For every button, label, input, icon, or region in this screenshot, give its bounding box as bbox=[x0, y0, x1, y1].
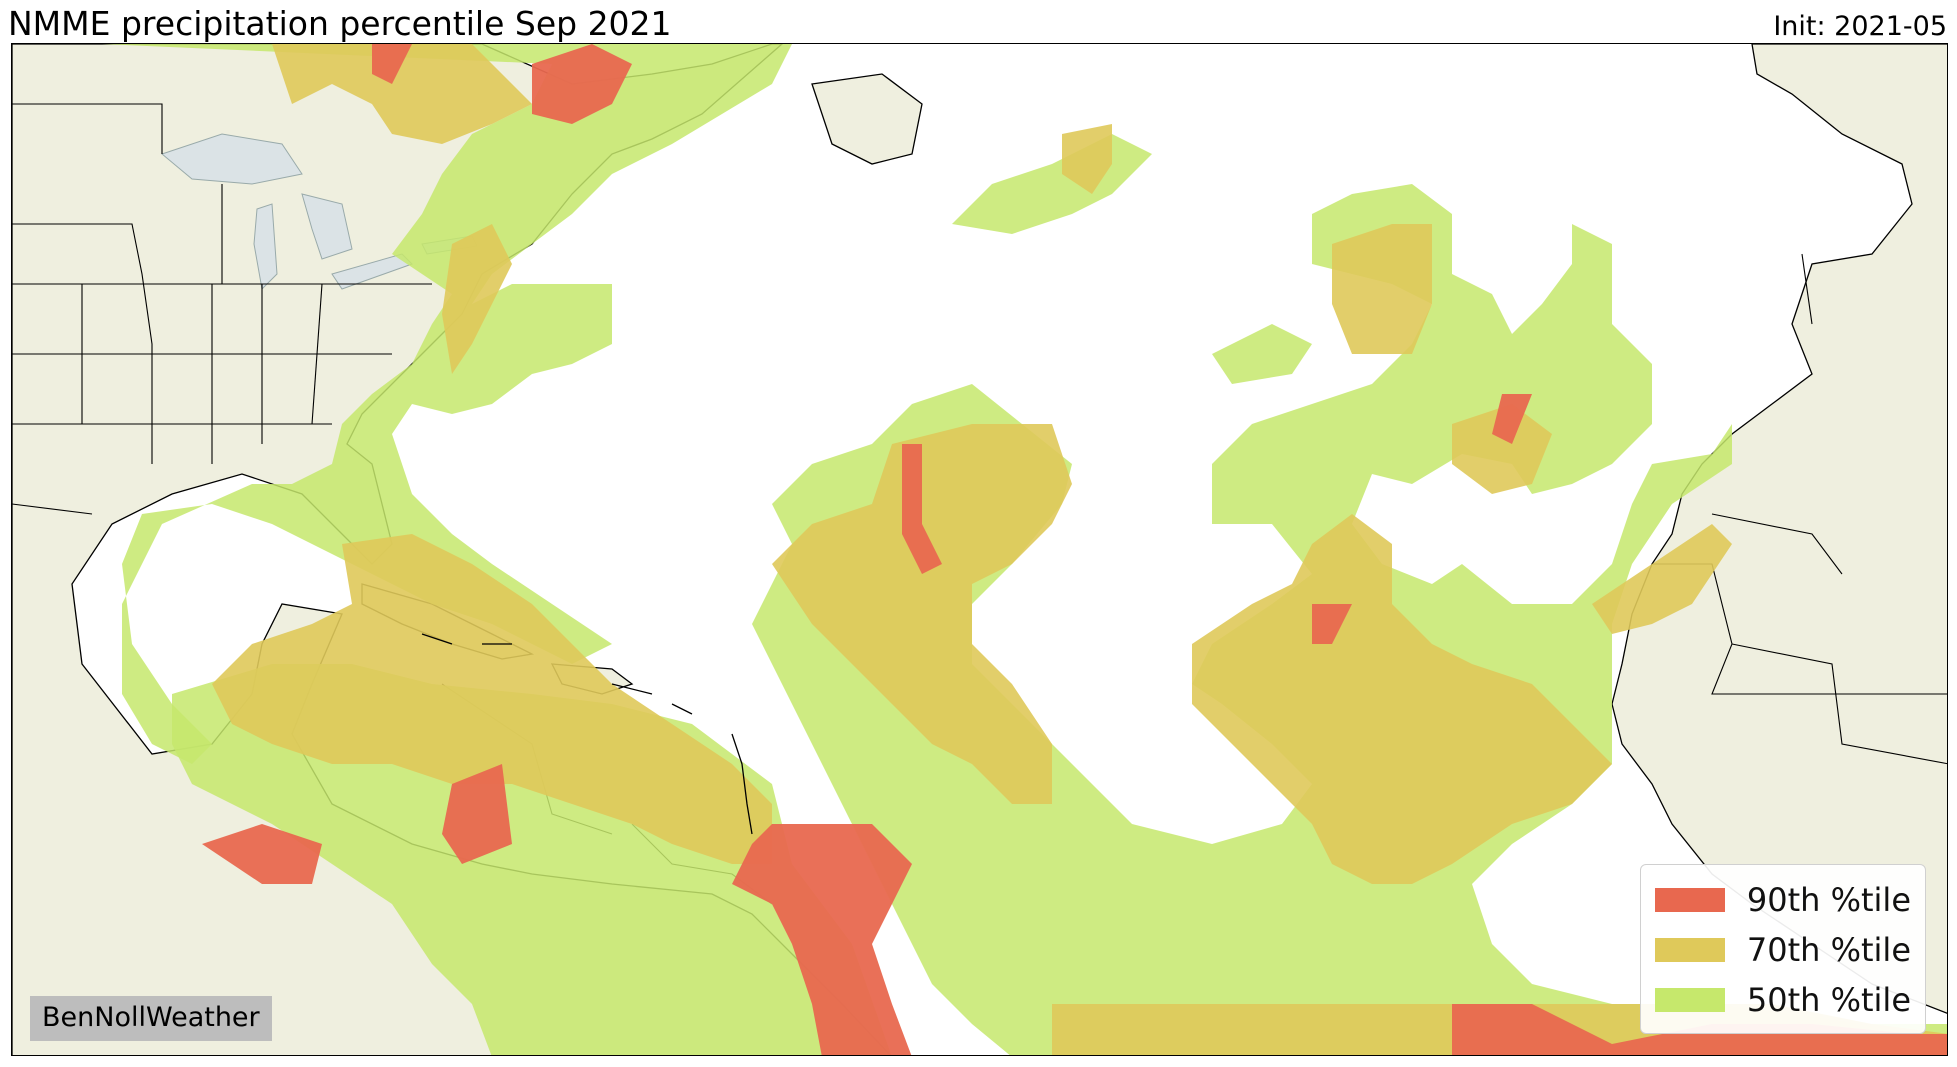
border-line bbox=[12, 103, 163, 154]
p70-region-azores bbox=[1332, 224, 1432, 354]
lake-superior bbox=[160, 133, 303, 185]
credit-watermark: BenNollWeather bbox=[30, 996, 272, 1041]
p90-region-nova-scotia bbox=[372, 44, 412, 84]
legend-item-50: 50th %tile bbox=[1654, 975, 1911, 1025]
island-outline bbox=[671, 703, 693, 715]
map-panel: 90th %tile 70th %tile 50th %tile BenNoll… bbox=[11, 43, 1948, 1056]
legend-item-70: 70th %tile bbox=[1654, 925, 1911, 975]
p70-region-central-atlantic bbox=[772, 424, 1072, 804]
island-outline bbox=[421, 633, 453, 645]
p50-region-northeast bbox=[102, 44, 792, 764]
p70-region-canaries bbox=[1592, 524, 1732, 634]
island-outline bbox=[611, 683, 653, 695]
p90-region-azores bbox=[1492, 394, 1532, 444]
p90-region-central-atlantic bbox=[902, 444, 942, 574]
legend-label-70: 70th %tile bbox=[1746, 931, 1911, 969]
p70-region-midatlantic-coast bbox=[442, 224, 512, 374]
p70-region-east bbox=[1452, 404, 1552, 494]
legend-swatch-90 bbox=[1654, 888, 1725, 912]
lake-huron bbox=[301, 193, 353, 260]
init-date-label: Init: 2021-05 bbox=[1773, 11, 1947, 42]
lake-michigan bbox=[253, 203, 278, 291]
p70-region-tropical-atlantic bbox=[1192, 514, 1612, 884]
p50-region-east-atlantic bbox=[1212, 324, 1312, 384]
p90-region-lesser-antilles bbox=[732, 824, 912, 1055]
map-canvas bbox=[12, 44, 1947, 1055]
border-line bbox=[12, 223, 153, 464]
legend-label-90: 90th %tile bbox=[1746, 881, 1911, 919]
border-line bbox=[1711, 513, 1843, 575]
map-title: NMME precipitation percentile Sep 2021 bbox=[8, 4, 672, 43]
border-line bbox=[1731, 643, 1947, 765]
p90-region-quebec bbox=[532, 44, 632, 124]
legend-item-90: 90th %tile bbox=[1654, 875, 1911, 925]
newfoundland-island bbox=[811, 73, 923, 165]
p50-region-mid-atlantic bbox=[952, 134, 1152, 234]
p90-region-cape-verde bbox=[1312, 604, 1352, 644]
islands-layer bbox=[421, 633, 753, 835]
legend-swatch-70 bbox=[1654, 938, 1725, 962]
legend-swatch-50 bbox=[1654, 988, 1725, 1012]
border-line bbox=[311, 283, 323, 425]
p90-region-honduras bbox=[442, 764, 512, 864]
legend: 90th %tile 70th %tile 50th %tile bbox=[1639, 864, 1926, 1034]
p70-region-gulf bbox=[212, 534, 772, 864]
border-line bbox=[12, 503, 93, 515]
p70-region-canada bbox=[272, 44, 532, 144]
p70-region-north bbox=[1062, 124, 1112, 194]
legend-label-50: 50th %tile bbox=[1746, 981, 1911, 1019]
border-line bbox=[1801, 253, 1813, 325]
island-outline bbox=[731, 733, 753, 835]
p90-region-central-america bbox=[202, 824, 322, 884]
